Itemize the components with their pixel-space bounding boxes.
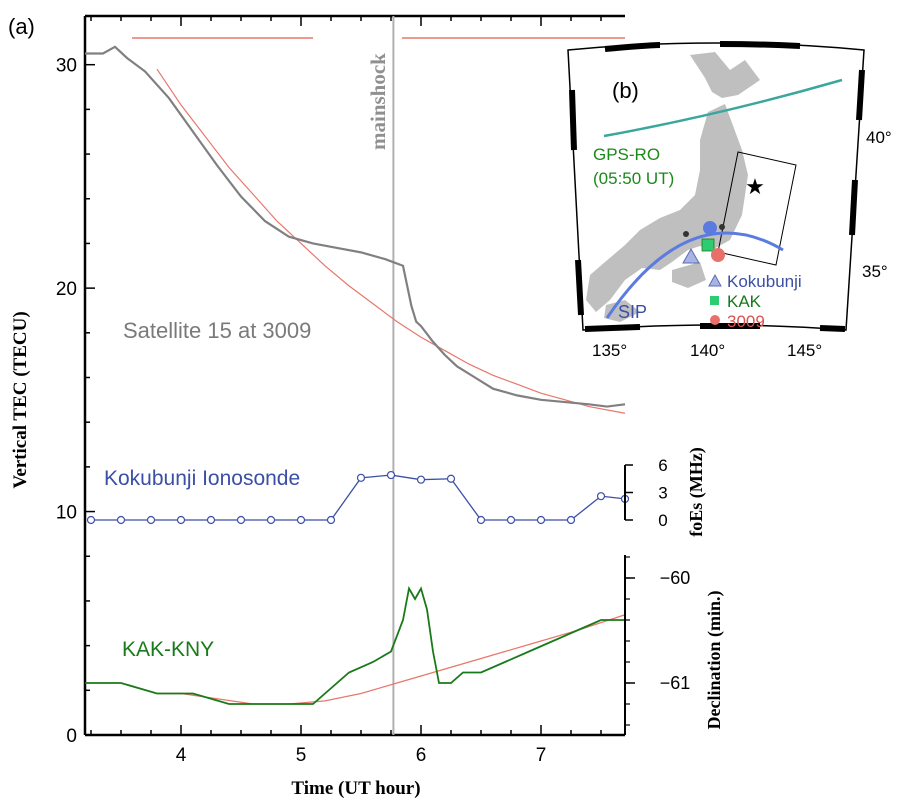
y-axis-label: Vertical TEC (TECU)	[10, 311, 31, 488]
tec-series-label: Satellite 15 at 3009	[123, 318, 311, 343]
inset-map: ★ GPS-RO (05:50 UT) SIP Kokubunji KAK 30…	[567, 41, 892, 360]
declination-series	[85, 585, 626, 705]
lon-label-135: 135°	[592, 341, 627, 360]
map-border-right	[849, 69, 865, 236]
fault-plane-box	[717, 151, 797, 266]
y-tick-label: 20	[56, 279, 77, 300]
panel-a-label: (a)	[8, 14, 35, 39]
ionosonde-point	[116, 515, 126, 525]
ionosonde-point	[416, 475, 426, 484]
ionosonde-point	[86, 515, 96, 525]
plot-frame	[83, 14, 625, 737]
epicenter-star-icon: ★	[745, 174, 765, 199]
ionosonde-point	[446, 474, 456, 483]
ionosonde-point	[296, 515, 306, 525]
ionosonde-point	[176, 515, 186, 525]
foes-tick-label: 6	[658, 456, 667, 475]
ionosonde-point	[566, 515, 576, 525]
ionosonde-point	[356, 473, 366, 482]
legend-kokubunji-label: Kokubunji	[727, 272, 802, 291]
y-tick-label: 10	[56, 503, 77, 524]
ionosonde-point	[266, 515, 276, 525]
ionosonde-point	[326, 515, 336, 525]
declination-tick-label: −61	[660, 673, 691, 693]
y-tick-label: 0	[66, 726, 77, 747]
sip-label: SIP	[618, 302, 647, 322]
gps-ro-time-label: (05:50 UT)	[593, 169, 674, 188]
ionosonde-point	[596, 492, 606, 501]
legend-kak-label: KAK	[727, 292, 762, 311]
ionosonde-series-label: Kokubunji Ionosonde	[104, 467, 300, 490]
foes-tick-label: 3	[658, 484, 667, 503]
x-tick-label: 7	[536, 745, 547, 766]
lon-label-140: 140°	[690, 341, 725, 360]
ionosonde-point	[476, 515, 486, 525]
legend-kokubunji-icon	[708, 273, 722, 287]
declination-axis-label: Declination (min.)	[704, 591, 725, 730]
japan-land	[586, 52, 760, 322]
tec-fit-line	[156, 68, 626, 414]
legend-3009-icon	[710, 315, 720, 325]
lon-label-145: 145°	[787, 341, 822, 360]
ionosonde-point	[236, 515, 246, 525]
lat-label-35: 35°	[862, 262, 888, 281]
gps-ro-label: GPS-RO	[593, 145, 660, 164]
ionosonde-point	[206, 515, 216, 525]
declination-line	[85, 585, 625, 705]
map-border-top	[604, 41, 801, 52]
kak-marker-icon	[701, 238, 715, 252]
legend-3009-label: 3009	[727, 312, 765, 331]
sip-point-icon	[719, 224, 725, 230]
tec-line	[85, 45, 626, 408]
ionosonde-series	[86, 470, 630, 525]
legend-kak-icon	[710, 296, 719, 305]
x-axis-label: Time (UT hour)	[291, 778, 420, 799]
right-axes: 0 3 6 −60 −61	[624, 456, 691, 735]
panel-b-label: (b)	[612, 78, 639, 103]
magnetometer-series-label: KAK-KNY	[122, 638, 214, 661]
declination-fit-line	[157, 614, 626, 705]
x-tick-label: 4	[176, 745, 187, 766]
ionosonde-point	[506, 515, 516, 525]
kokubunji-marker-icon	[682, 247, 700, 264]
lat-label-40: 40°	[866, 128, 892, 147]
tec-series	[85, 45, 626, 414]
foes-tick-label: 0	[658, 511, 667, 530]
foes-axis-label: foEs (MHz)	[686, 447, 707, 536]
x-ticks: 4 5 6 7	[90, 16, 602, 766]
ionosonde-point	[536, 515, 546, 525]
sip-location-icon	[703, 221, 717, 235]
map-border-bottom	[584, 323, 846, 332]
declination-tick-label: −60	[660, 568, 691, 588]
gps-ro-track	[603, 78, 843, 138]
site-3009-marker-icon	[711, 248, 725, 262]
y-ticks: 0 10 20 30	[56, 56, 95, 747]
ionosonde-point	[386, 470, 396, 480]
map-border-left	[569, 89, 584, 316]
x-tick-label: 5	[296, 745, 307, 766]
y-tick-label: 30	[56, 56, 77, 77]
mainshock-label: mainshock	[366, 53, 390, 150]
x-tick-label: 6	[416, 745, 427, 766]
sip-track	[605, 231, 784, 319]
sip-point-icon	[683, 231, 689, 237]
ionosonde-point	[146, 515, 156, 525]
